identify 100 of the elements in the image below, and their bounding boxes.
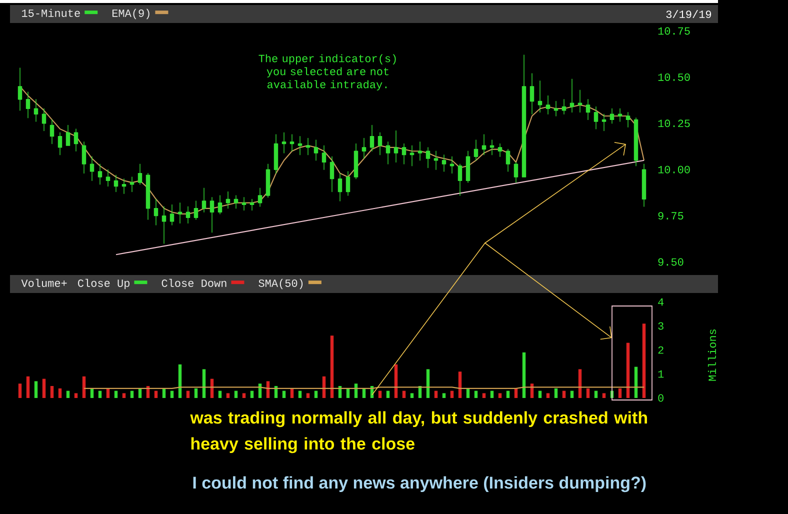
bar [234, 390, 238, 398]
candlestick [434, 150, 438, 170]
bar [458, 372, 462, 398]
text: 3/19/19 [666, 10, 712, 18]
bar [114, 390, 118, 398]
y-tick-label: 4 [658, 298, 664, 306]
candlestick [74, 128, 78, 152]
bar [434, 390, 438, 398]
candlestick [202, 188, 206, 212]
y-tick-label: 10.50 [658, 73, 690, 81]
candlestick [82, 142, 86, 174]
candlestick [546, 95, 550, 115]
candlestick [346, 171, 350, 196]
bar [74, 393, 78, 398]
bar [474, 390, 478, 398]
candlestick [282, 132, 286, 154]
candlestick [338, 172, 342, 202]
candlestick [162, 206, 166, 244]
candlestick [538, 80, 542, 113]
candlestick [362, 138, 366, 159]
candlestick [602, 114, 606, 132]
candlestick [410, 145, 414, 166]
bar [618, 388, 622, 398]
bar [66, 390, 70, 398]
legend-label: Close Up [78, 278, 130, 290]
candlestick [298, 136, 302, 156]
candlestick [186, 206, 190, 224]
candlestick [58, 132, 62, 156]
candlestick [474, 140, 478, 161]
candlestick [226, 191, 230, 209]
bar [442, 393, 446, 398]
bar [98, 390, 102, 398]
candlestick [514, 162, 518, 183]
candlestick [66, 124, 70, 146]
bar [130, 390, 134, 398]
candlestick [378, 132, 382, 156]
bar [330, 336, 334, 398]
bar [298, 390, 302, 398]
bar [26, 376, 30, 398]
bar [570, 390, 574, 398]
candlestick [178, 202, 182, 224]
y-tick-label: 3 [658, 322, 664, 330]
candlestick [370, 124, 374, 152]
bar [314, 390, 318, 398]
candlestick [154, 198, 158, 226]
y-tick-label: 1 [658, 370, 664, 378]
candlestick [490, 140, 494, 156]
candlestick [146, 172, 150, 220]
candlestick [418, 142, 422, 161]
candlestick [586, 99, 590, 120]
bar [626, 342, 630, 398]
bar [378, 390, 382, 398]
candlestick [578, 90, 582, 113]
candlestick [34, 99, 38, 122]
chart-title: Volume+ [21, 278, 67, 287]
bar [250, 390, 254, 398]
candlestick [506, 148, 510, 172]
bar [82, 376, 86, 398]
candlestick [170, 204, 174, 226]
y-tick-label: 10.75 [658, 27, 690, 35]
candlestick [122, 178, 126, 194]
bar [506, 390, 510, 398]
candlestick [354, 143, 358, 180]
bar [634, 366, 638, 398]
bar [34, 381, 38, 398]
candlestick [322, 145, 326, 170]
candlestick [18, 68, 22, 111]
bar [642, 324, 646, 398]
y-tick-label: 9.50 [658, 258, 684, 266]
legend-label: SMA(50) [258, 278, 303, 290]
bar [186, 390, 190, 398]
bar [226, 393, 230, 398]
candlestick [290, 134, 294, 152]
candlestick [130, 176, 134, 192]
candlestick [594, 106, 598, 130]
legend-label: 15-Minute [22, 8, 80, 17]
text: I could not find any news anywhere (Insiders dumping?) [193, 476, 646, 492]
y-tick-label: 2 [658, 346, 664, 354]
bar [18, 384, 22, 398]
candlestick [234, 195, 238, 209]
bar [58, 388, 62, 398]
candlestick [626, 112, 630, 128]
bar [282, 390, 286, 398]
bar [154, 390, 158, 398]
bar [426, 369, 430, 398]
candlestick [402, 143, 406, 164]
candlestick [498, 143, 502, 158]
legend-label: Close Down [162, 278, 226, 287]
candlestick [26, 92, 30, 118]
text: was trading normally all day, but suddenly crashed with heavy selling into the close [190, 411, 647, 454]
candlestick [570, 78, 574, 113]
bar [602, 393, 606, 398]
bar [562, 390, 566, 398]
candlestick [554, 100, 558, 116]
bar [498, 393, 502, 398]
candlestick [266, 164, 270, 198]
candlestick [562, 99, 566, 115]
y-axis-title: Millions [708, 330, 716, 381]
bar [194, 388, 198, 398]
bar [546, 393, 550, 398]
